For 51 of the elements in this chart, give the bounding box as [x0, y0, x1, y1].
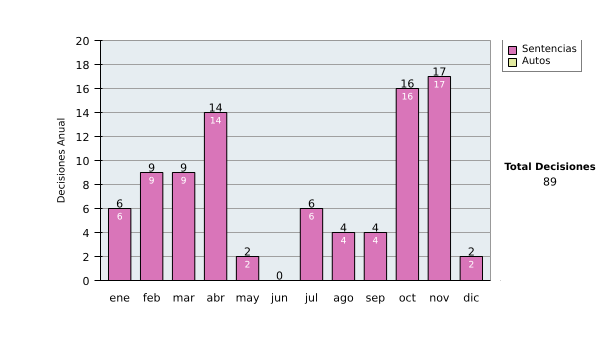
y-tick-label: 6 [82, 203, 90, 216]
total-label: 4 [372, 222, 379, 234]
legend-label: Sentencias [522, 44, 577, 55]
x-tick-label: may [236, 292, 260, 304]
y-tick-label: 2 [82, 251, 90, 264]
total-label: 16 [400, 78, 414, 90]
x-tick-label: abr [206, 292, 226, 304]
y-tick-label: 14 [76, 107, 90, 120]
data-label: 16 [402, 92, 414, 102]
legend-label: Autos [522, 56, 550, 67]
x-tick-label: oct [398, 292, 417, 304]
total-label: 4 [340, 222, 347, 234]
x-tick-label: dic [463, 292, 480, 304]
total-label: 6 [116, 198, 124, 210]
x-tick-label: feb [142, 292, 160, 304]
data-label: 2 [244, 260, 250, 270]
x-tick-label: mar [172, 292, 196, 304]
data-label: 4 [340, 236, 347, 246]
x-tick-label: jul [304, 292, 318, 304]
data-label: 17 [434, 80, 446, 90]
y-tick-label: 18 [76, 59, 90, 72]
y-tick-label: 4 [82, 227, 90, 240]
y-tick-label: 8 [82, 179, 90, 192]
x-tick-label: ago [333, 292, 354, 304]
total-label: 0 [276, 270, 284, 282]
total-label: 9 [148, 162, 156, 174]
y-tick-label: 0 [82, 275, 90, 288]
total-label: 17 [432, 66, 446, 78]
y-tick-label: 20 [76, 35, 90, 48]
data-label: 9 [180, 176, 187, 186]
y-tick-label: 16 [76, 83, 90, 96]
data-label: 9 [148, 176, 155, 186]
data-label: 6 [116, 212, 123, 222]
x-tick-label: ene [109, 292, 130, 304]
total-label: 2 [468, 246, 475, 258]
data-label: 2 [468, 260, 474, 270]
total-label: 6 [308, 198, 315, 210]
x-tick-label: sep [366, 292, 386, 304]
x-tick-label: nov [429, 292, 450, 304]
y-axis-title: Decisiones Anual [56, 118, 68, 204]
text: 89 [543, 175, 557, 188]
data-label: 4 [372, 236, 379, 246]
total-label: 9 [180, 162, 188, 174]
total-label: 2 [244, 246, 252, 258]
y-tick-label: 12 [76, 131, 90, 144]
data-label: 6 [308, 212, 315, 222]
text: Total Decisiones [504, 162, 596, 174]
x-tick-label: jun [270, 292, 288, 304]
total-label: 14 [208, 102, 223, 114]
data-label: 14 [210, 116, 222, 126]
y-tick-label: 10 [76, 155, 90, 168]
